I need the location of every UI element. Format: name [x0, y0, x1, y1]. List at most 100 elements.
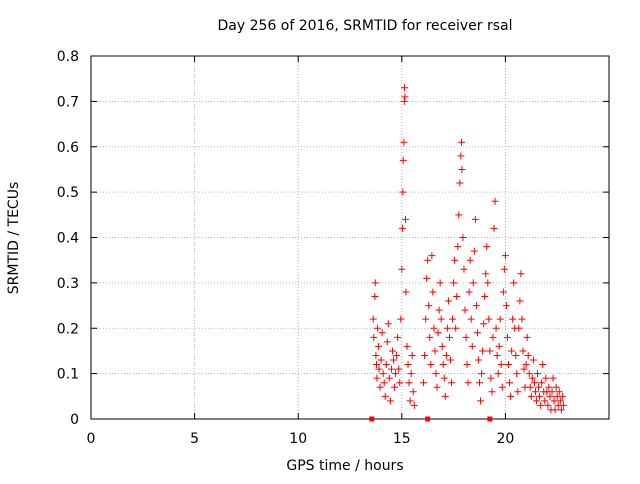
data-point	[490, 224, 498, 232]
data-point	[397, 315, 405, 323]
data-point	[444, 297, 452, 305]
baseline-markers	[369, 416, 493, 422]
data-point	[380, 379, 388, 387]
data-point	[538, 379, 546, 387]
data-point	[439, 361, 447, 369]
baseline-marker	[487, 416, 493, 422]
data-point	[479, 347, 487, 355]
y-tick-label: 0	[70, 412, 79, 428]
y-tick-label: 0.8	[57, 49, 79, 65]
data-point	[374, 324, 382, 332]
data-point	[459, 234, 467, 241]
baseline-marker	[369, 416, 375, 422]
data-point	[528, 374, 536, 382]
data-point	[393, 351, 401, 359]
data-point	[403, 342, 411, 350]
data-point	[472, 302, 480, 310]
data-point	[451, 256, 459, 264]
data-point	[527, 392, 535, 400]
data-point	[534, 370, 542, 378]
data-point	[514, 388, 522, 396]
data-point	[467, 315, 475, 323]
data-point	[442, 351, 450, 359]
data-point	[522, 361, 530, 369]
data-point	[489, 333, 497, 341]
data-point	[555, 388, 563, 396]
data-point	[385, 374, 393, 382]
data-point	[483, 243, 491, 251]
data-point	[464, 379, 472, 387]
data-point	[399, 156, 407, 164]
data-point	[446, 356, 454, 364]
y-tick-label: 0.2	[57, 321, 79, 337]
data-point	[493, 351, 501, 359]
y-tick-label: 0.1	[57, 367, 79, 383]
data-point	[541, 397, 549, 405]
data-point	[517, 270, 525, 278]
data-point	[559, 401, 567, 409]
data-point	[473, 329, 481, 337]
data-point	[424, 256, 432, 264]
x-tick-label: 15	[393, 431, 411, 447]
data-point	[485, 315, 493, 323]
data-point	[474, 356, 482, 364]
data-point	[471, 215, 479, 223]
data-point	[428, 252, 436, 260]
data-point	[529, 356, 537, 364]
data-point	[430, 324, 438, 332]
data-point	[532, 397, 540, 405]
data-point	[486, 347, 494, 355]
data-point	[462, 333, 470, 341]
chart-title: Day 256 of 2016, SRMTID for receiver rsa…	[218, 18, 513, 34]
data-point	[443, 324, 451, 332]
data-point	[381, 392, 389, 400]
data-point	[408, 351, 416, 359]
data-point	[513, 370, 521, 378]
data-point	[530, 379, 538, 387]
data-point	[426, 333, 434, 341]
data-point	[542, 374, 550, 382]
x-tick-label: 10	[289, 431, 307, 447]
data-point	[452, 324, 460, 332]
data-point	[378, 329, 386, 337]
data-point	[544, 401, 552, 409]
data-point	[535, 383, 543, 391]
data-point	[457, 152, 465, 160]
data-point	[523, 333, 531, 341]
data-point	[431, 347, 439, 355]
data-point	[429, 288, 437, 296]
data-point	[370, 333, 378, 341]
data-point	[398, 224, 406, 232]
data-point	[409, 388, 417, 396]
data-point	[552, 383, 560, 391]
data-point	[457, 138, 465, 146]
data-point	[388, 347, 396, 355]
data-point	[498, 383, 506, 391]
data-point	[445, 333, 453, 341]
data-point	[460, 265, 468, 273]
data-point	[531, 388, 539, 396]
data-point	[537, 401, 545, 409]
data-point	[545, 383, 553, 391]
data-point	[509, 315, 517, 323]
data-point	[557, 406, 565, 414]
data-point	[371, 292, 379, 300]
data-point	[488, 388, 496, 396]
data-point	[427, 361, 435, 369]
data-point	[383, 338, 391, 346]
data-point	[398, 265, 406, 273]
data-point	[454, 243, 462, 251]
data-point	[519, 347, 527, 355]
data-point	[392, 370, 400, 378]
y-tick-label: 0.7	[57, 94, 79, 110]
data-point	[556, 397, 564, 405]
data-point	[536, 392, 544, 400]
data-point	[503, 333, 511, 341]
data-point	[461, 306, 469, 314]
data-point	[478, 370, 486, 378]
data-point	[440, 374, 448, 382]
data-point	[510, 279, 518, 287]
data-point	[495, 342, 503, 350]
